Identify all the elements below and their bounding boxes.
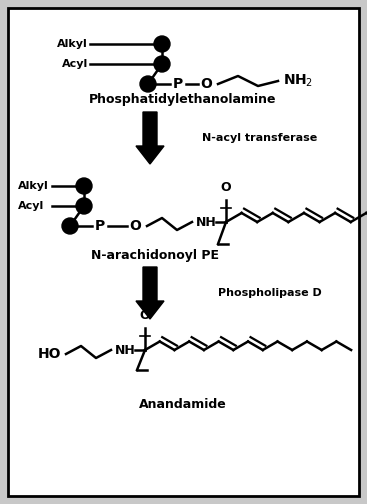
Text: Acyl: Acyl <box>18 201 44 211</box>
Circle shape <box>140 76 156 92</box>
Text: Alkyl: Alkyl <box>57 39 88 49</box>
FancyBboxPatch shape <box>8 8 359 496</box>
Text: Phosphatidylethanolamine: Phosphatidylethanolamine <box>89 93 277 105</box>
Text: Phospholipase D: Phospholipase D <box>218 288 322 298</box>
Text: Alkyl: Alkyl <box>18 181 49 191</box>
FancyArrow shape <box>136 112 164 164</box>
Text: NH: NH <box>196 216 217 228</box>
Text: N-acyl transferase: N-acyl transferase <box>202 133 317 143</box>
Text: NH: NH <box>115 344 136 356</box>
Text: Acyl: Acyl <box>62 59 88 69</box>
Text: O: O <box>221 181 231 194</box>
Text: Anandamide: Anandamide <box>139 398 227 410</box>
Text: O: O <box>140 309 150 322</box>
Circle shape <box>76 198 92 214</box>
Circle shape <box>62 218 78 234</box>
Circle shape <box>154 56 170 72</box>
Text: NH$_2$: NH$_2$ <box>283 73 313 89</box>
Text: N-arachidonoyl PE: N-arachidonoyl PE <box>91 249 219 263</box>
FancyArrow shape <box>136 267 164 319</box>
Text: HO: HO <box>38 347 62 361</box>
Text: P: P <box>173 77 183 91</box>
Text: O: O <box>200 77 212 91</box>
Circle shape <box>154 36 170 52</box>
Circle shape <box>76 178 92 194</box>
Text: O: O <box>129 219 141 233</box>
Text: P: P <box>95 219 105 233</box>
